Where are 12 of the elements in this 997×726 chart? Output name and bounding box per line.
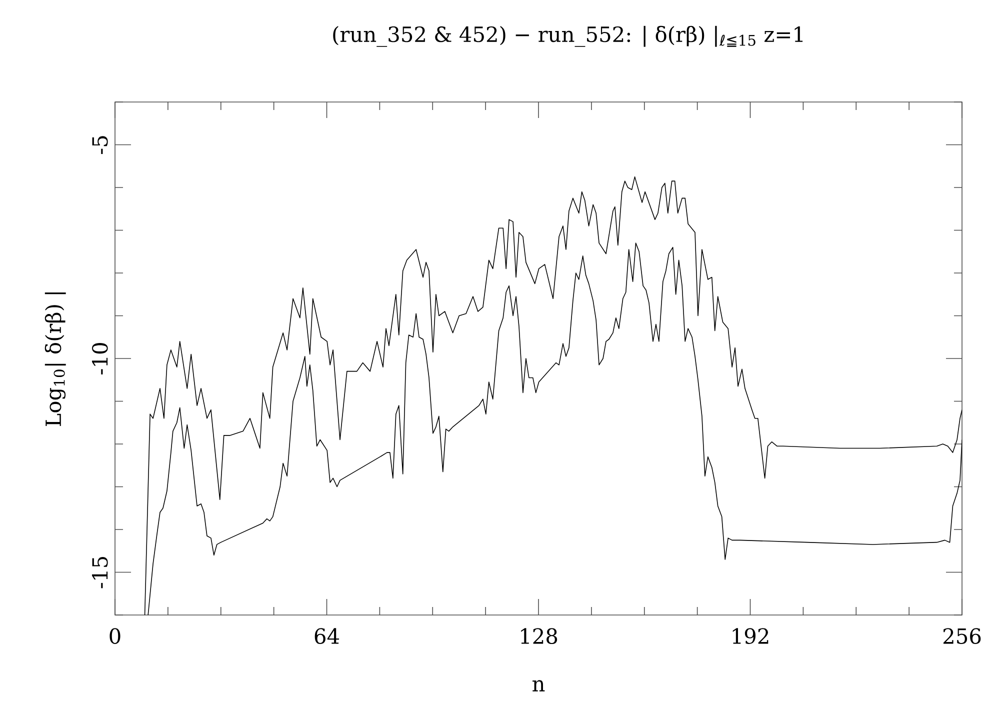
y-axis-title: Log$_{10}$| δ(rβ) |	[44, 292, 66, 426]
x-tick-label: 256	[943, 628, 981, 644]
x-tick-label: 128	[521, 628, 558, 644]
x-tick-label: 64	[314, 628, 340, 644]
x-axis-title: n	[532, 680, 545, 692]
x-tick-label: 192	[732, 628, 768, 644]
y-tick-label: -5	[92, 136, 108, 154]
x-tick-label: 0	[110, 628, 120, 644]
y-tick-label: -10	[92, 343, 108, 374]
chart-title: (run_352 & 452) − run_552: | δ(rβ) |$_{ℓ≦15}$ z=1	[333, 26, 803, 47]
y-tick-label: -15	[92, 557, 108, 588]
line-series	[144, 176, 962, 615]
